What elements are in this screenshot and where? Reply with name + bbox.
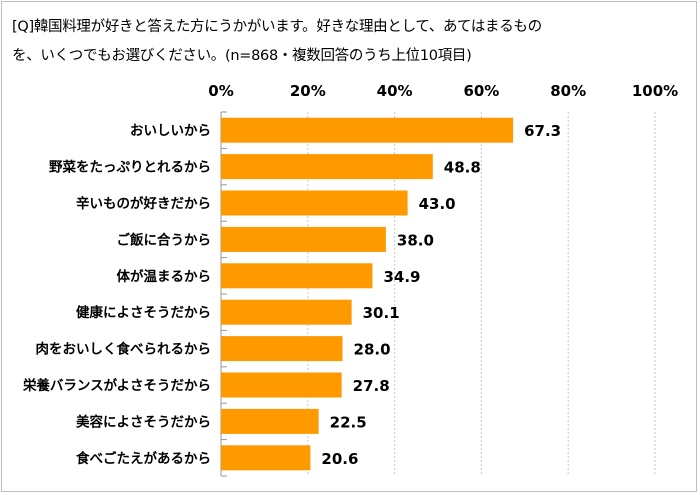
x-tick-label: 40%: [377, 82, 413, 100]
data-label: 20.6: [321, 450, 358, 468]
category-label: おいしいから: [130, 123, 211, 139]
bar: [221, 445, 311, 471]
category-label: 体が温まるから: [117, 268, 212, 285]
bar: [221, 263, 373, 289]
bar: [221, 226, 386, 252]
x-tick-label: 60%: [463, 82, 499, 100]
category-label: ご飯に合うから: [117, 231, 212, 248]
data-label: 28.0: [354, 341, 391, 359]
bar: [221, 117, 514, 143]
data-label: 43.0: [419, 195, 456, 213]
x-tick-label: 80%: [550, 82, 586, 100]
bar: [221, 154, 433, 180]
x-tick-label: 100%: [632, 82, 678, 100]
category-label: 肉をおいしく食べられるから: [36, 341, 212, 358]
data-label: 48.8: [444, 159, 481, 177]
data-label: 38.0: [397, 231, 434, 249]
data-label: 22.5: [330, 413, 367, 431]
bar: [221, 299, 352, 325]
data-label: 30.1: [363, 304, 400, 322]
data-label: 67.3: [524, 122, 561, 140]
category-label: 健康によさそうだから: [76, 304, 211, 321]
title-line-2: を、いくつでもお選びください。(n=868・複数回答のうち上位10項目): [12, 48, 472, 64]
category-label: 野菜をたっぷりとれるから: [49, 159, 211, 176]
bar: [221, 336, 343, 362]
title-line-1: [Q]韓国料理が好きと答えた方にうかがいます。好きな理由として、あてはまるもの: [12, 19, 542, 35]
category-label: 美容によさそうだから: [76, 413, 211, 430]
category-label: 辛いものが好きだから: [76, 195, 211, 212]
bar: [221, 372, 342, 398]
x-tick-label: 0%: [208, 82, 233, 100]
bar: [221, 408, 319, 434]
category-label: 栄養バランスがよさそうだから: [22, 377, 211, 394]
chart-title: [Q]韓国料理が好きと答えた方にうかがいます。好きな理由として、あてはまるもの …: [12, 13, 542, 71]
x-tick-label: 20%: [290, 82, 326, 100]
bar: [221, 190, 408, 216]
data-label: 27.8: [353, 377, 390, 395]
data-label: 34.9: [383, 268, 420, 286]
category-label: 食べごたえがあるから: [76, 450, 211, 467]
